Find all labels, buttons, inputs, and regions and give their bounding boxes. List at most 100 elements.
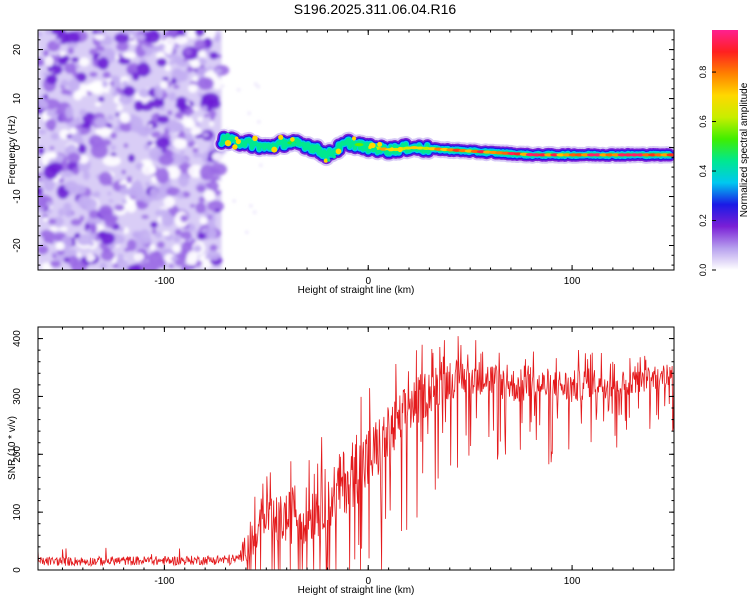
noise-blob <box>77 143 87 154</box>
noise-blob <box>54 37 62 44</box>
noise-blob <box>116 42 129 52</box>
noise-blob <box>64 62 77 74</box>
noise-blob <box>126 199 137 213</box>
noise-blob <box>123 85 136 97</box>
ridge-spot <box>252 135 258 142</box>
snr-series-line <box>38 336 674 570</box>
noise-blob <box>123 51 136 59</box>
noise-blob <box>171 77 177 85</box>
spectrogram-noise-region <box>38 30 263 270</box>
noise-blob <box>130 116 144 132</box>
ridge-spot <box>235 138 241 145</box>
noise-blob <box>160 191 169 199</box>
noise-blob <box>89 71 98 77</box>
noise-speck <box>253 210 257 214</box>
noise-blob <box>209 244 218 252</box>
noise-blob <box>38 129 47 135</box>
colorbar-label: Normalized spectral amplitude <box>739 82 750 217</box>
noise-speck <box>247 111 251 115</box>
noise-blob <box>166 186 181 197</box>
spectrogram-frame <box>37 29 675 271</box>
noise-blob <box>176 191 185 199</box>
spectrogram-y-tick-label: -20 <box>12 238 23 253</box>
noise-blob <box>49 126 55 132</box>
noise-blob <box>69 127 78 135</box>
noise-blob <box>180 150 185 155</box>
ridge-spot <box>384 150 390 156</box>
noise-blob <box>118 227 125 232</box>
noise-blob <box>211 152 224 162</box>
noise-blob <box>50 30 65 35</box>
noise-blob <box>186 250 198 266</box>
noise-speck <box>237 88 241 92</box>
noise-blob <box>178 173 190 188</box>
noise-blob <box>42 217 50 222</box>
spectrogram-y-tick-label: 0 <box>12 144 23 150</box>
noise-blob <box>94 102 102 107</box>
noise-blob <box>172 244 181 253</box>
ridge-spot <box>308 145 315 152</box>
noise-blob <box>65 106 74 119</box>
noise-blob <box>71 261 87 270</box>
colorbar-tick-label: 0.6 <box>698 115 708 128</box>
noise-blob <box>43 235 55 244</box>
noise-blob <box>38 186 44 196</box>
ridge-core <box>666 153 674 157</box>
noise-blob <box>86 215 102 226</box>
noise-blob <box>162 231 171 236</box>
noise-blob <box>115 112 120 117</box>
snr-y-tick-label: 0 <box>12 567 23 573</box>
noise-blob <box>141 163 156 176</box>
noise-blob <box>192 76 199 82</box>
noise-blob <box>127 154 136 163</box>
noise-blob <box>183 157 189 163</box>
noise-blob <box>196 232 206 240</box>
ridge-spot <box>346 142 350 146</box>
noise-blob <box>208 66 213 70</box>
noise-blob <box>195 202 206 214</box>
colorbar: 0.0 0.2 0.4 0.6 0.8 Normalized spectral ampl… <box>698 30 750 276</box>
spectrogram-y-tick-label: 20 <box>12 44 23 56</box>
noise-blob <box>67 152 81 163</box>
noise-blob <box>197 76 214 91</box>
noise-blob <box>143 238 152 244</box>
noise-blob <box>208 109 217 119</box>
noise-blob <box>184 131 194 143</box>
noise-blob <box>124 189 132 196</box>
noise-blob <box>136 34 146 41</box>
noise-blob <box>168 60 175 65</box>
noise-blob <box>119 180 127 186</box>
noise-blob <box>167 110 173 116</box>
noise-blob <box>73 90 83 101</box>
noise-blob <box>123 227 129 234</box>
noise-speck <box>245 230 249 234</box>
noise-blob <box>133 252 145 262</box>
noise-blob <box>192 152 203 158</box>
noise-blob <box>72 166 80 176</box>
noise-blob <box>129 40 137 45</box>
noise-blob <box>76 233 93 246</box>
noise-blob <box>43 178 55 192</box>
noise-blob <box>71 184 87 195</box>
noise-blob <box>197 116 203 122</box>
ridge-spot <box>316 145 322 151</box>
ridge-spot <box>290 137 295 142</box>
noise-blob <box>151 228 157 235</box>
ridge-spot <box>397 146 403 153</box>
noise-blob <box>203 189 216 202</box>
spectrogram-y-tick-label: 10 <box>12 93 23 105</box>
noise-blob <box>188 83 198 93</box>
noise-blob <box>145 182 151 187</box>
noise-blob <box>60 188 66 193</box>
noise-blob <box>121 80 129 87</box>
spectrogram-x-tick-label: 0 <box>365 276 371 287</box>
noise-blob <box>182 57 190 62</box>
noise-blob <box>150 221 158 229</box>
noise-blob <box>181 264 190 270</box>
noise-blob <box>50 64 63 76</box>
noise-blob <box>104 88 110 94</box>
noise-blob <box>112 90 119 97</box>
noise-blob <box>180 214 189 223</box>
noise-blob <box>141 214 149 220</box>
